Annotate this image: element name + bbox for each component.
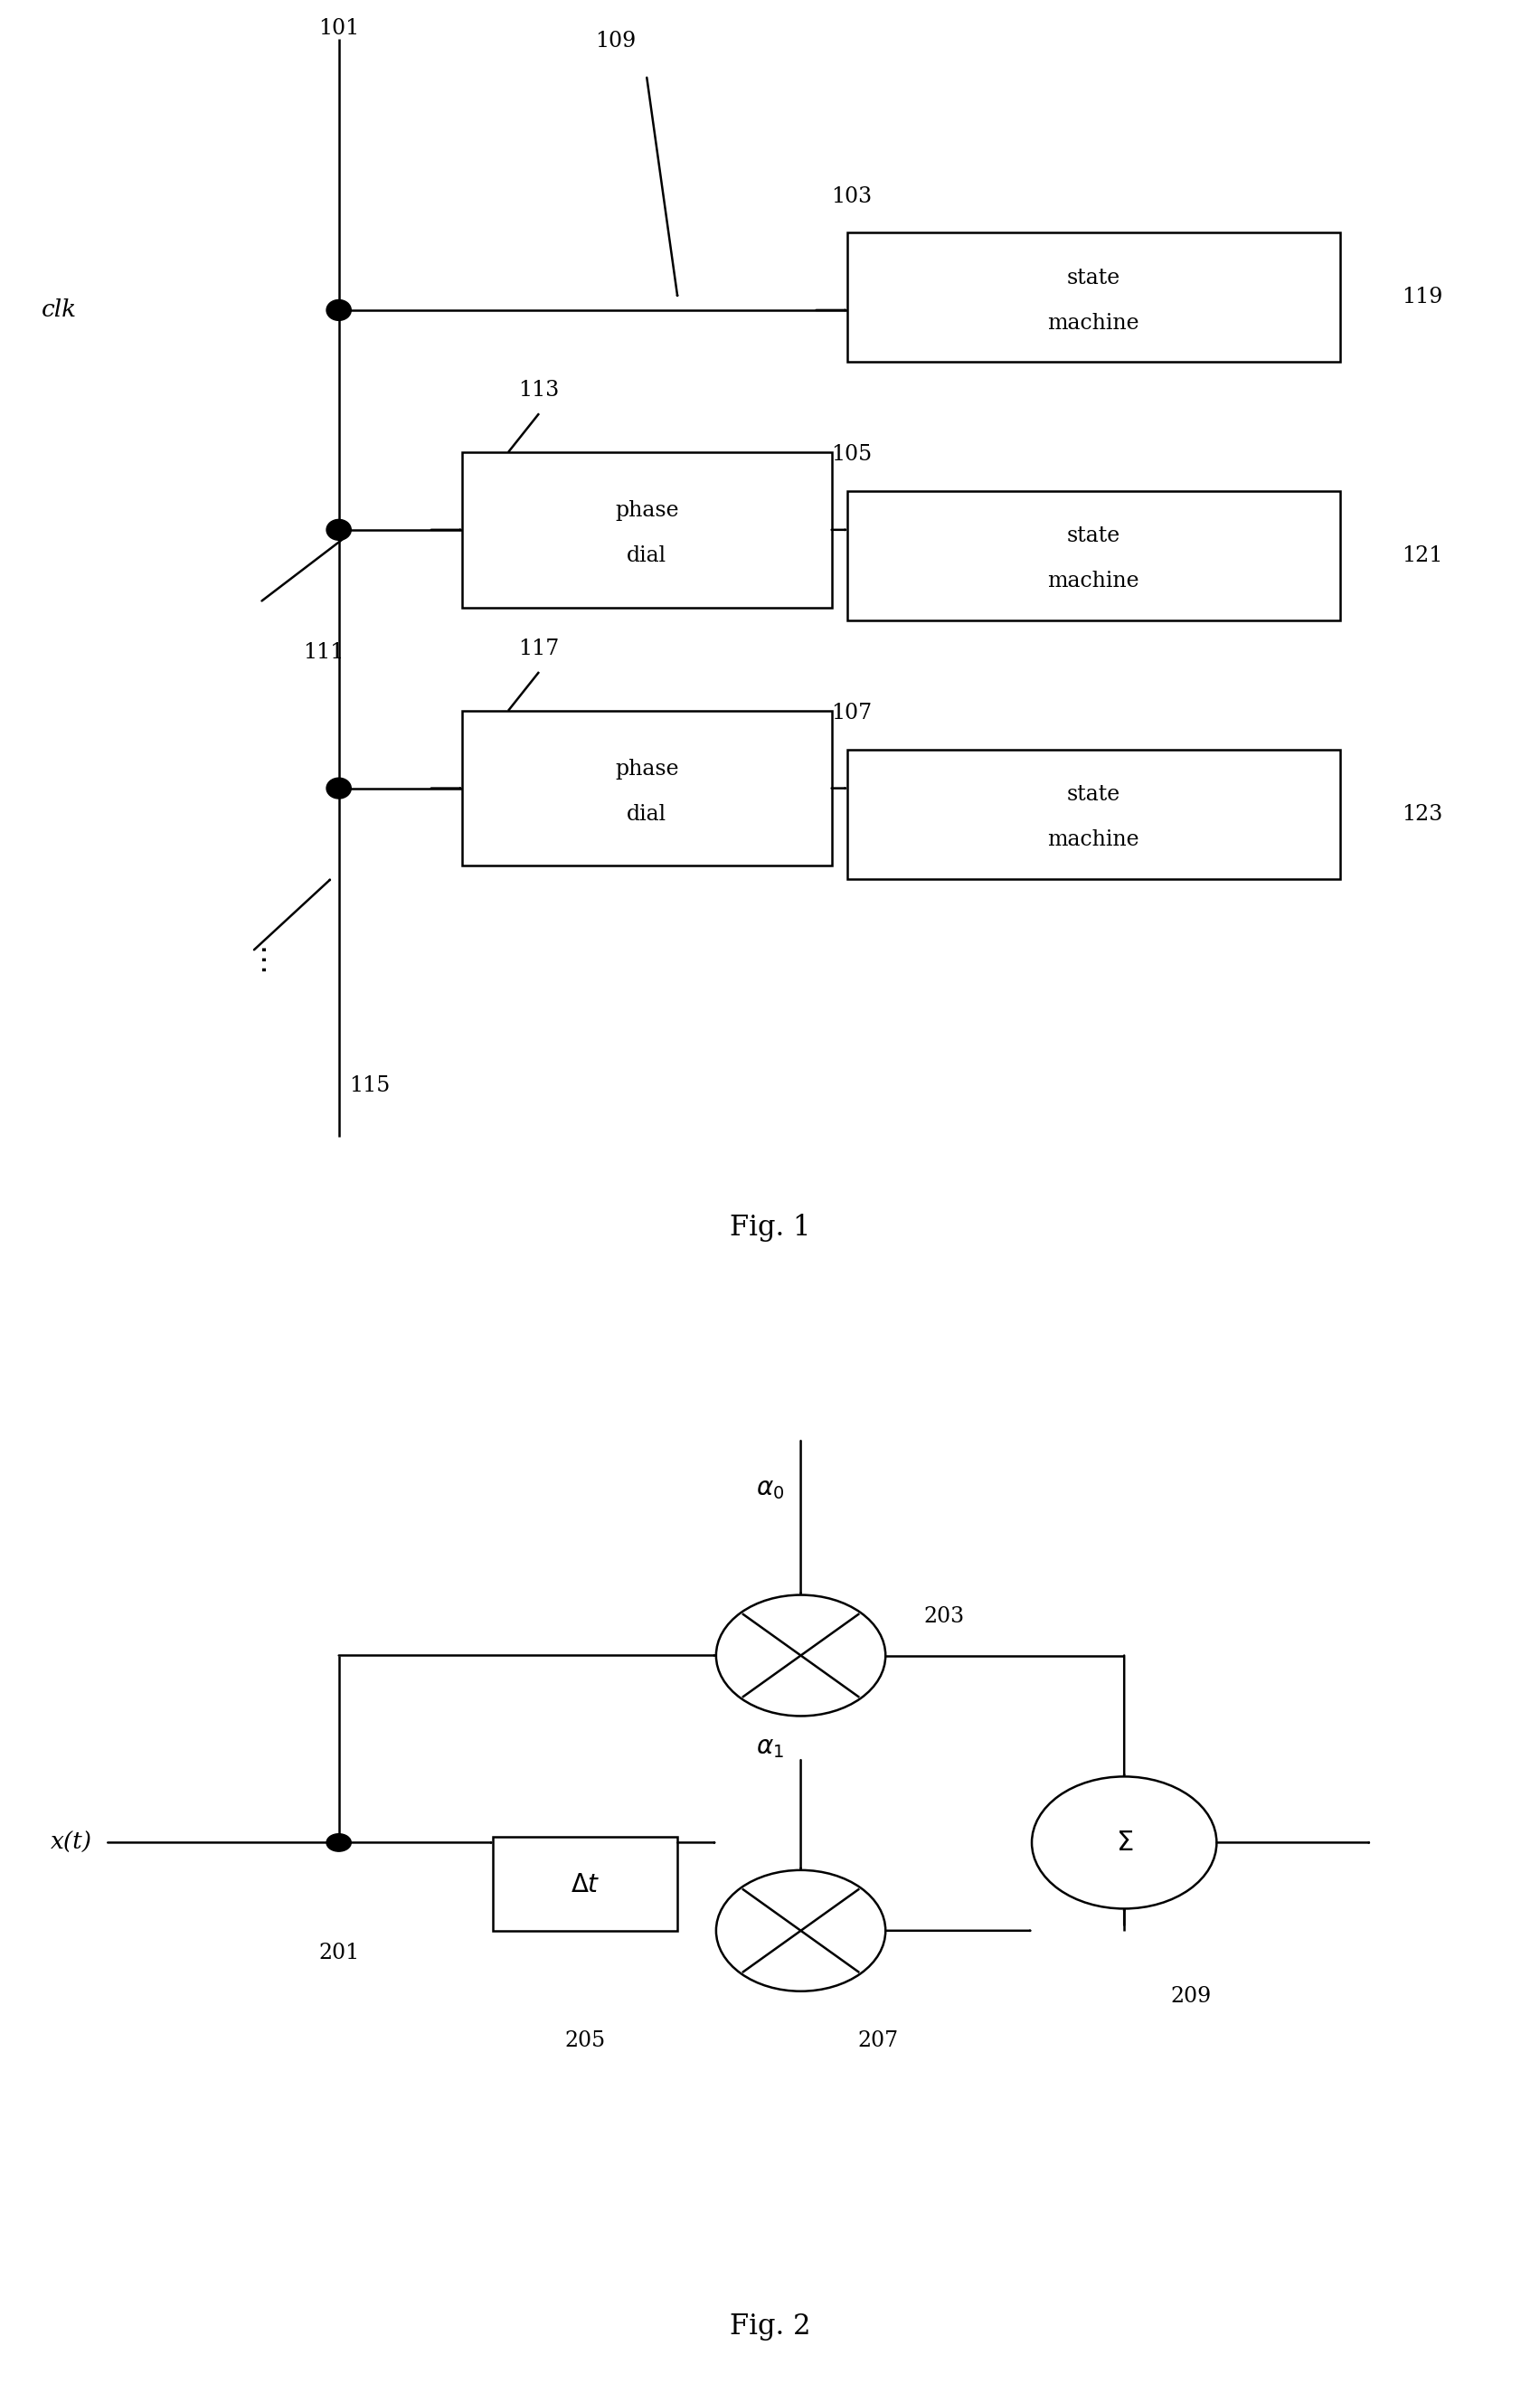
Text: 109: 109	[596, 31, 636, 53]
Bar	[847, 232, 1340, 361]
Text: 119: 119	[1401, 287, 1443, 309]
Bar	[462, 452, 832, 608]
Text: 123: 123	[1401, 804, 1443, 826]
Text: 209: 209	[1170, 1986, 1212, 2008]
Circle shape	[326, 519, 351, 541]
Text: dial: dial	[627, 546, 667, 567]
Circle shape	[326, 1833, 351, 1852]
Text: Fig. 2: Fig. 2	[730, 2314, 810, 2340]
Text: 113: 113	[519, 380, 559, 400]
Bar	[847, 749, 1340, 878]
Text: 201: 201	[319, 1943, 359, 1962]
Text: ⋯: ⋯	[246, 940, 277, 972]
Text: 111: 111	[303, 641, 343, 663]
Text: 203: 203	[924, 1606, 964, 1627]
Bar	[493, 1838, 678, 1931]
Text: clk: clk	[42, 299, 77, 321]
Text: 115: 115	[350, 1074, 390, 1096]
Text: x(t): x(t)	[51, 1831, 92, 1855]
Text: phase: phase	[614, 759, 679, 780]
Bar	[847, 491, 1340, 620]
Text: $\alpha_1$: $\alpha_1$	[756, 1735, 784, 1761]
Text: 121: 121	[1401, 546, 1443, 567]
Text: Fig. 1: Fig. 1	[730, 1213, 810, 1242]
Text: state: state	[1067, 268, 1120, 287]
Text: $\Sigma$: $\Sigma$	[1115, 1831, 1133, 1855]
Text: state: state	[1067, 526, 1120, 546]
Text: 117: 117	[519, 639, 559, 658]
Text: dial: dial	[627, 804, 667, 826]
Circle shape	[326, 299, 351, 321]
Text: machine: machine	[1047, 572, 1140, 591]
Text: 107: 107	[832, 704, 872, 723]
Text: phase: phase	[614, 500, 679, 522]
Text: 105: 105	[832, 445, 872, 464]
Bar	[462, 711, 832, 866]
Text: machine: machine	[1047, 313, 1140, 333]
Text: machine: machine	[1047, 830, 1140, 850]
Text: 205: 205	[565, 2029, 605, 2051]
Text: 101: 101	[319, 19, 359, 38]
Text: 103: 103	[832, 187, 872, 206]
Text: state: state	[1067, 785, 1120, 804]
Text: 207: 207	[858, 2029, 898, 2051]
Text: $\Delta t$: $\Delta t$	[570, 1871, 601, 1898]
Circle shape	[326, 778, 351, 799]
Text: $\alpha_0$: $\alpha_0$	[756, 1476, 784, 1500]
